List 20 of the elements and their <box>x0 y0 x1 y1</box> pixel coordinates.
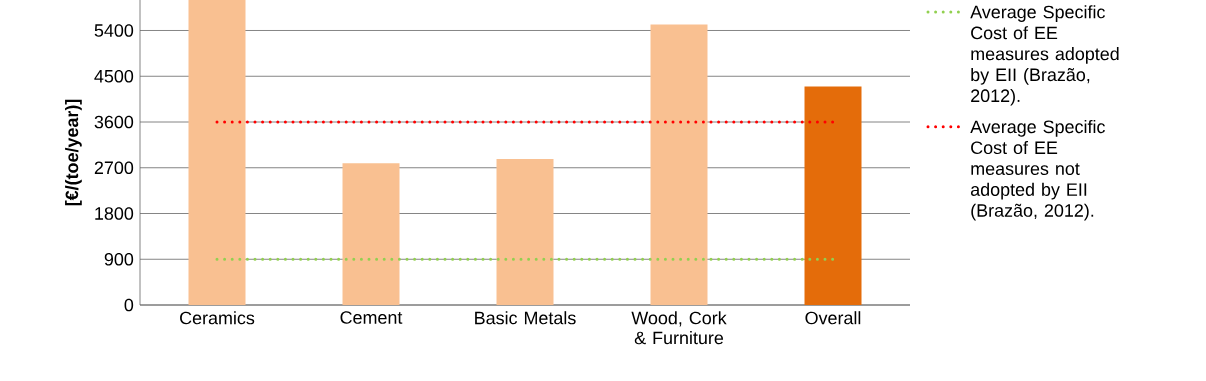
y-tick-label: 4500 <box>94 69 134 83</box>
x-tick-label: Ceramics <box>180 311 255 325</box>
y-tick-label: 3600 <box>94 115 134 129</box>
y-tick-label: 900 <box>104 252 134 266</box>
y-tick-label: 1800 <box>95 207 134 220</box>
y-tick-label: 5400 <box>94 24 134 37</box>
legend-label: Average Specific Cost of EE measures not adopted by EII (Brazão, 2012). <box>970 119 1105 221</box>
y-tick-label: 0 <box>124 298 134 312</box>
bar <box>650 24 708 305</box>
legend-label: Average Specific Cost of EE measures adopted by EII (Brazão, 2012). <box>970 5 1119 106</box>
bar <box>342 163 400 305</box>
x-tick-label: Wood, Cork & Furniture <box>631 311 727 345</box>
bar <box>496 159 554 305</box>
x-tick-label: Basic Metals <box>475 311 576 325</box>
y-axis-title: [€/(toe/year)] <box>65 99 82 206</box>
bar <box>804 86 862 305</box>
bar <box>188 0 246 305</box>
x-tick-label: Cement <box>340 311 403 324</box>
x-tick-label: Overall <box>805 311 861 325</box>
y-tick-label: 2700 <box>94 161 134 175</box>
